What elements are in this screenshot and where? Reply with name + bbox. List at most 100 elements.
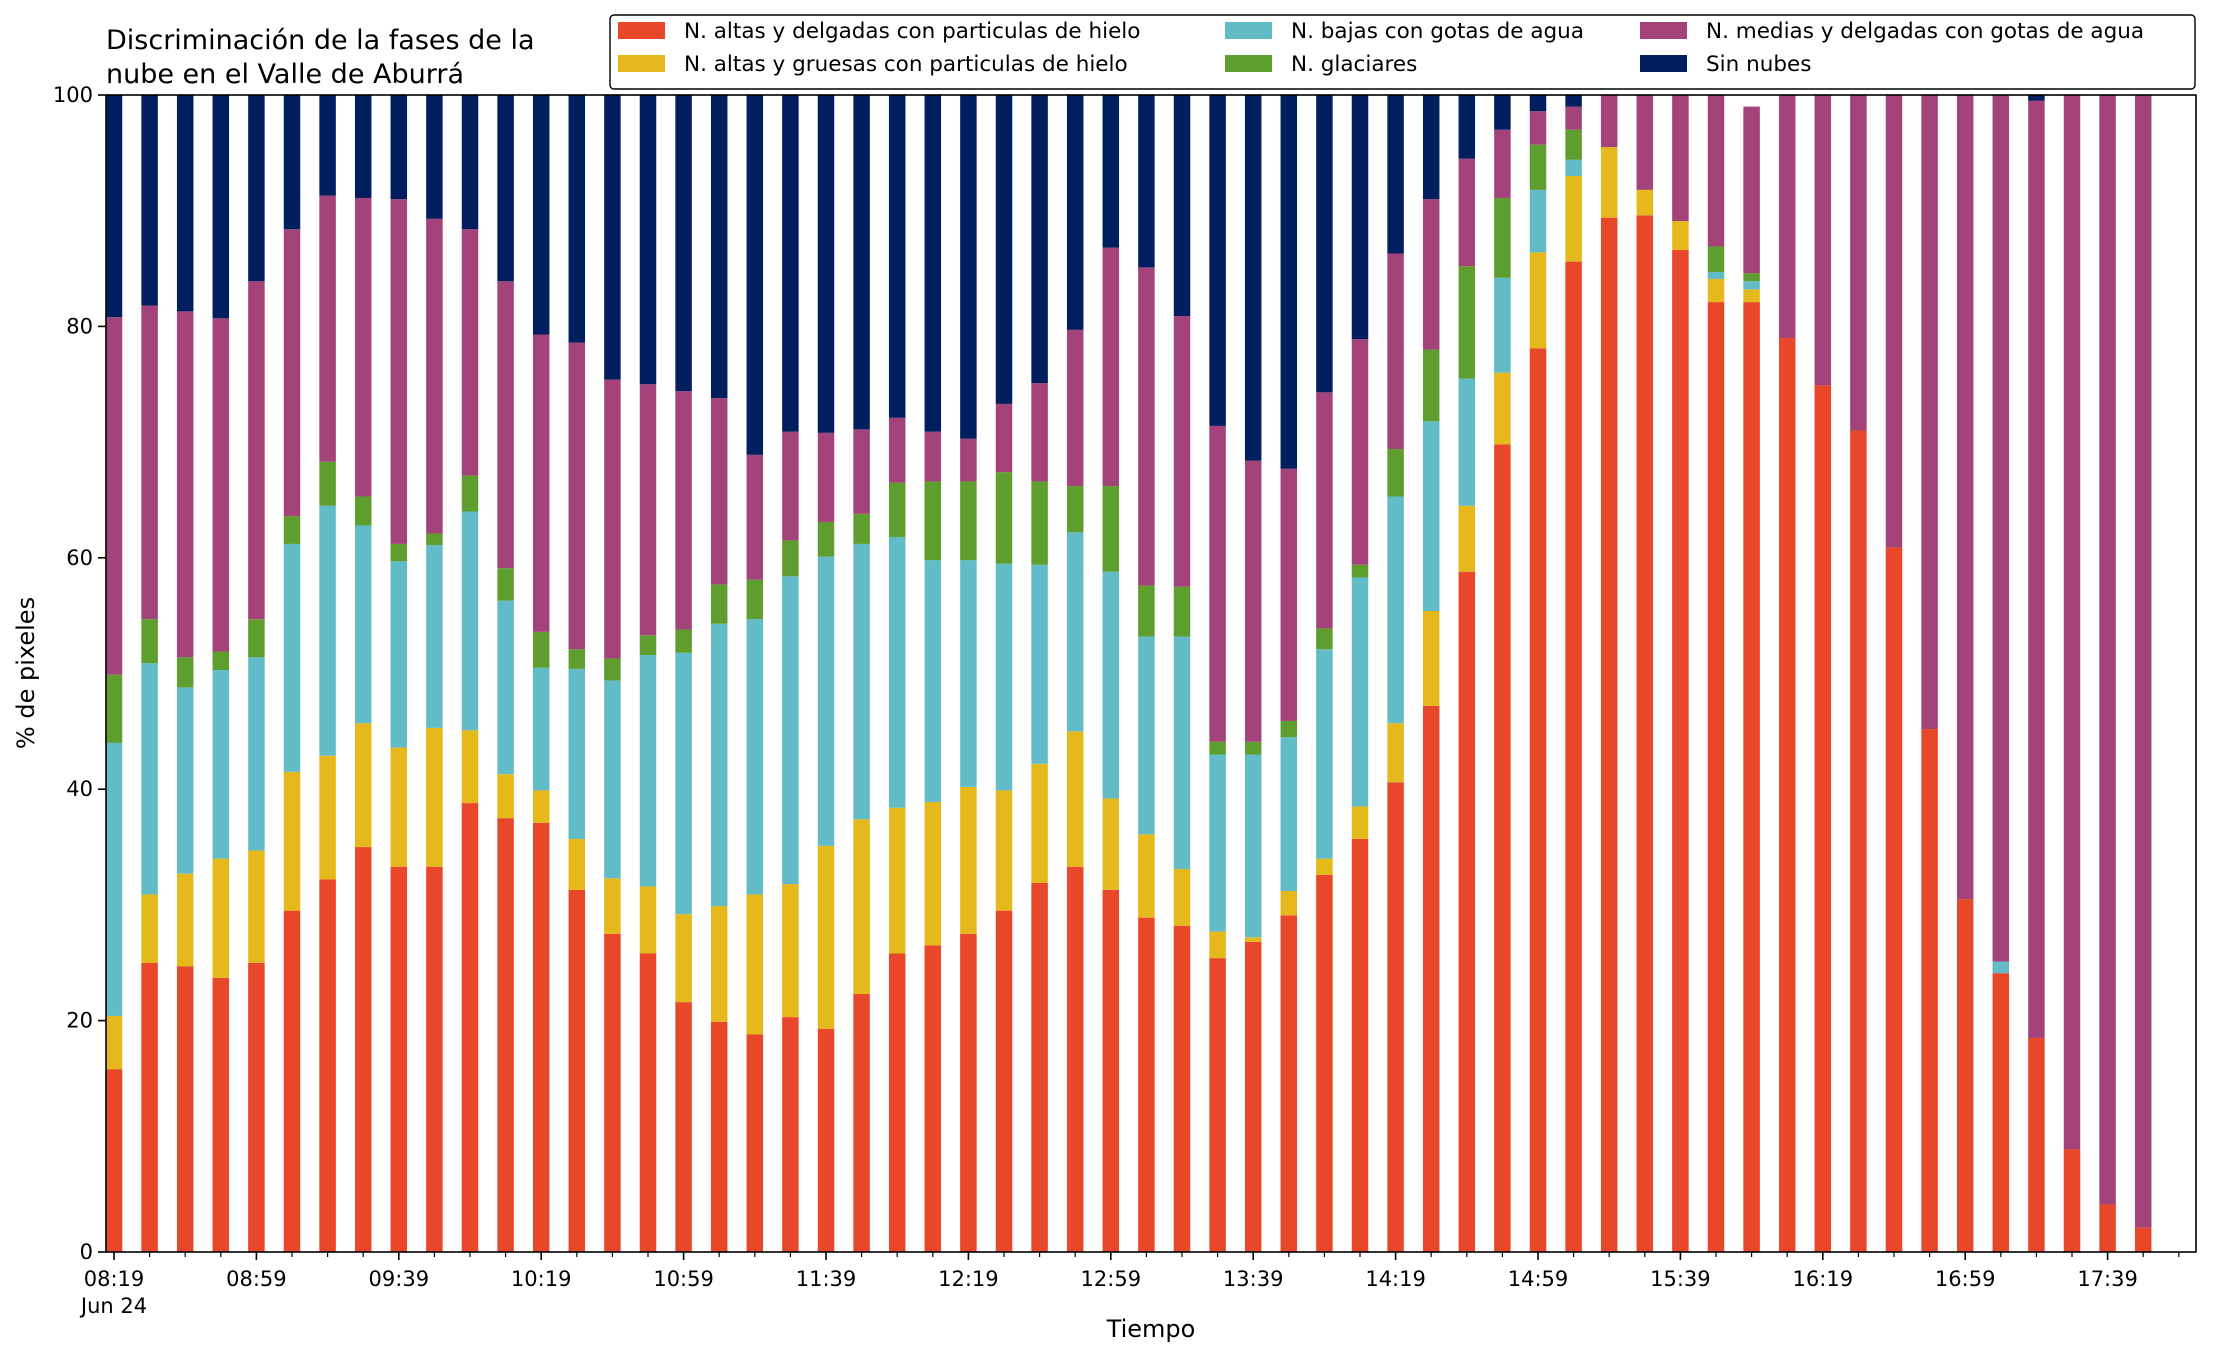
bar-segment-0-50	[1885, 547, 1903, 1252]
bar-segment-1-11	[497, 774, 514, 819]
legend-swatch-0	[618, 22, 665, 39]
bar-segment-0-40	[1529, 348, 1547, 1252]
legend-label-1: N. altas y gruesas con particulas de hie…	[684, 52, 1128, 77]
bar-segment-5-11	[497, 95, 514, 282]
bar-segment-4-31	[1209, 425, 1226, 742]
bar-segment-4-52	[1956, 95, 1974, 900]
bar-segment-4-45	[1707, 95, 1725, 247]
bar-segment-5-5	[283, 95, 301, 230]
bar-segment-3-45	[1707, 246, 1725, 273]
x-tick-label: 12:19	[938, 1267, 999, 1291]
bar-segment-2-23	[924, 560, 942, 802]
bar-segment-2-33	[1280, 737, 1298, 892]
bar-segment-3-21	[853, 513, 870, 544]
bar-segment-3-17	[710, 584, 728, 624]
bar-segment-0-39	[1494, 444, 1511, 1252]
bar-segment-4-42	[1600, 95, 1618, 148]
bar-segment-1-34	[1316, 858, 1333, 875]
chart-title-line-1: Discriminación de la fases de la	[106, 25, 535, 56]
bar-segment-1-16	[675, 914, 692, 1003]
bar-segment-0-29	[1138, 917, 1155, 1252]
bar-segment-4-36	[1387, 253, 1404, 450]
bar-segment-5-29	[1138, 95, 1155, 268]
bar-segment-0-1	[141, 962, 158, 1252]
bar-segment-2-5	[283, 543, 301, 772]
bar-segment-2-26	[1031, 564, 1048, 764]
bar-segment-2-6	[319, 505, 336, 756]
bar-segment-3-27	[1066, 486, 1084, 533]
bar-segment-5-22	[888, 95, 906, 418]
bar-segment-0-24	[960, 933, 977, 1252]
bar-segment-2-41	[1565, 159, 1582, 176]
bar-segment-0-47	[1778, 337, 1796, 1253]
bar-segment-0-8	[390, 866, 408, 1252]
bar-segment-2-21	[853, 543, 870, 820]
bar-segment-0-19	[782, 1017, 799, 1252]
y-tick-label: 100	[53, 83, 93, 107]
bar-segment-2-29	[1138, 636, 1155, 835]
bar-segment-5-19	[782, 95, 799, 432]
bar-segment-0-27	[1066, 866, 1084, 1252]
bar-segment-3-3	[212, 651, 230, 671]
bar-segment-0-38	[1458, 571, 1476, 1252]
bar-segment-4-13	[568, 342, 586, 650]
legend-label-3: N. glaciares	[1291, 52, 1417, 77]
bar-segment-2-0	[105, 742, 123, 1016]
bar-segment-4-18	[746, 454, 764, 580]
bar-segment-5-9	[426, 95, 443, 219]
x-tick-label: 13:39	[1223, 1267, 1284, 1291]
bar-segment-0-35	[1351, 838, 1369, 1252]
bar-segment-4-43	[1636, 95, 1654, 190]
plot-area-frame	[105, 94, 2197, 1253]
bar-segment-4-0	[105, 317, 123, 675]
bar-segment-4-34	[1316, 392, 1333, 629]
bar-segment-2-2	[176, 687, 194, 874]
bar-segment-0-46	[1743, 302, 1760, 1253]
bar-segment-4-51	[1921, 95, 1938, 730]
bar-segment-0-32	[1244, 941, 1262, 1252]
legend-swatch-5	[1640, 55, 1687, 72]
bar-segment-5-17	[710, 95, 728, 399]
bar-segment-4-1	[141, 305, 158, 620]
bar-segment-0-52	[1956, 899, 1974, 1252]
bar-segment-4-33	[1280, 468, 1298, 721]
bar-segment-1-8	[390, 747, 408, 867]
bar-segment-0-3	[212, 977, 230, 1252]
bar-segment-3-15	[639, 635, 657, 655]
y-axis: 0 20 40 60 80 100	[53, 83, 106, 1264]
x-axis-title: Tiempo	[1106, 1315, 1196, 1343]
bar-segment-3-18	[746, 579, 764, 620]
bar-segment-0-30	[1173, 925, 1191, 1252]
bar-segment-3-19	[782, 540, 799, 577]
bar-segment-1-1	[141, 894, 158, 963]
bar-segment-1-3	[212, 858, 230, 978]
legend: N. altas y delgadas con particulas de hi…	[609, 14, 2196, 90]
bar-segment-4-7	[354, 197, 372, 497]
bar-segment-0-11	[497, 818, 514, 1253]
bar-segment-0-22	[888, 953, 906, 1252]
bar-segment-2-15	[639, 654, 657, 887]
bar-segment-5-18	[746, 95, 764, 455]
bar-segment-3-37	[1422, 349, 1440, 422]
bar-segment-0-44	[1672, 250, 1689, 1253]
bar-segment-4-55	[2063, 95, 2081, 1150]
bar-segment-3-9	[426, 533, 443, 546]
bar-segment-1-30	[1173, 869, 1191, 926]
bar-segment-0-17	[710, 1021, 728, 1252]
bar-segment-2-46	[1743, 281, 1760, 290]
bar-segment-0-42	[1600, 217, 1618, 1252]
bar-segment-4-23	[924, 431, 942, 482]
bar-segment-5-34	[1316, 95, 1333, 393]
bar-segment-4-19	[782, 431, 799, 541]
legend-label-4: N. medias y delgadas con gotas de agua	[1706, 19, 2144, 44]
bar-segment-5-7	[354, 95, 372, 198]
bar-segment-5-35	[1351, 95, 1369, 340]
bar-segment-4-6	[319, 195, 336, 462]
bar-segment-1-37	[1422, 611, 1440, 706]
bar-segment-1-33	[1280, 891, 1298, 916]
bar-segment-5-16	[675, 95, 692, 392]
bar-segment-5-6	[319, 95, 336, 196]
bar-segment-2-3	[212, 670, 230, 859]
bar-segment-4-12	[532, 334, 550, 632]
y-axis-title: % de pixeles	[12, 597, 40, 749]
